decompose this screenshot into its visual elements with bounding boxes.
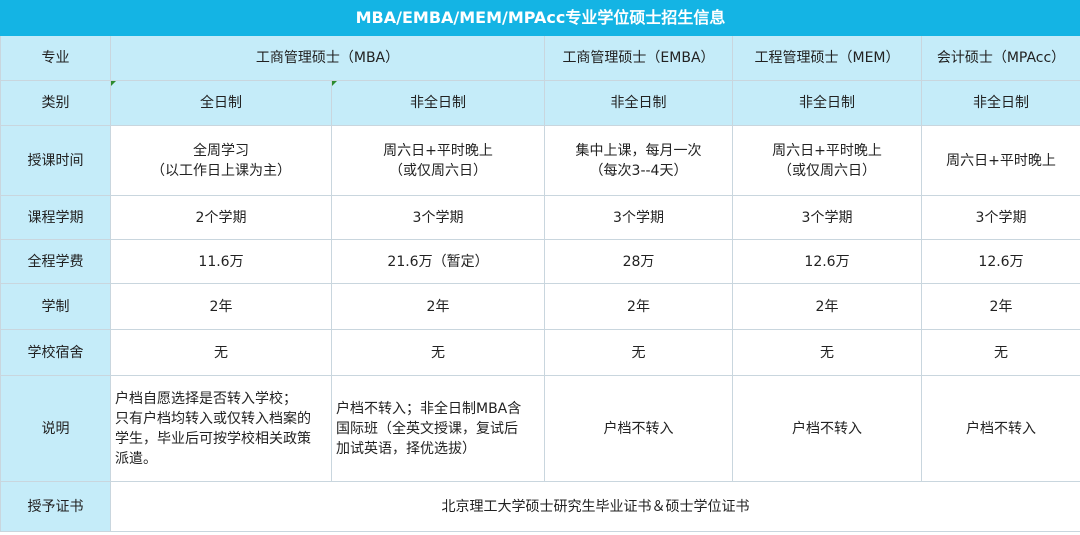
fee-cell: 28万 [544, 239, 733, 284]
schedule-cell: 全周学习 （以工作日上课为主） [110, 125, 332, 196]
notes-row: 说明 户档自愿选择是否转入学校； 只有户档均转入或仅转入档案的 学生，毕业后可按… [0, 375, 1080, 482]
notes-cell: 户档不转入；非全日制MBA含 国际班（全英文授课，复试后 加试英语，择优选拔） [331, 375, 545, 482]
cell-line: 户档不转入 [603, 420, 674, 437]
dorm-cell: 无 [544, 329, 733, 376]
cell-line: 集中上课，每月一次 [575, 142, 702, 159]
duration-cell: 2年 [732, 283, 922, 330]
table-title: MBA/EMBA/MEM/MPAcc专业学位硕士招生信息 [0, 0, 1080, 36]
terms-cell: 2个学期 [110, 195, 332, 240]
category-cell: 全日制 [110, 80, 332, 126]
category-row: 类别 全日制 非全日制 非全日制 非全日制 非全日制 [0, 80, 1080, 126]
schedule-row: 授课时间 全周学习 （以工作日上课为主） 周六日+平时晚上 （或仅周六日） 集中上课… [0, 125, 1080, 196]
duration-cell: 2年 [331, 283, 545, 330]
duration-cell: 2年 [544, 283, 733, 330]
cell-line: 国际班（全英文授课，复试后 [336, 420, 518, 437]
cell-line: 加试英语，择优选拔） [336, 440, 476, 457]
row-label: 说明 [0, 375, 111, 482]
header-mba: 工商管理硕士（MBA） [110, 35, 545, 81]
row-label: 课程学期 [0, 195, 111, 240]
header-row: 专业 工商管理硕士（MBA） 工商管理硕士（EMBA） 工程管理硕士（MEM） … [0, 35, 1080, 81]
cell-line: 派遣。 [115, 450, 157, 467]
cell-line: （或仅周六日） [389, 162, 487, 179]
cell-line: 周六日+平时晚上 [946, 152, 1056, 169]
schedule-cell: 周六日+平时晚上 （或仅周六日） [732, 125, 922, 196]
terms-cell: 3个学期 [920, 195, 1080, 240]
dorm-row: 学校宿舍 无 无 无 无 无 [0, 329, 1080, 376]
cell-line: 户档不转入 [966, 420, 1037, 437]
cell-line: 周六日+平时晚上 [772, 142, 882, 159]
dorm-cell: 无 [331, 329, 545, 376]
terms-cell: 3个学期 [331, 195, 545, 240]
cell-line: （或仅周六日） [778, 162, 876, 179]
row-label: 类别 [0, 80, 111, 126]
header-label: 专业 [0, 35, 111, 81]
schedule-cell: 周六日+平时晚上 [920, 125, 1080, 196]
fee-cell: 12.6万 [920, 239, 1080, 284]
notes-cell: 户档自愿选择是否转入学校； 只有户档均转入或仅转入档案的 学生，毕业后可按学校相… [110, 375, 332, 482]
row-label: 学校宿舍 [0, 329, 111, 376]
schedule-cell: 周六日+平时晚上 （或仅周六日） [331, 125, 545, 196]
dorm-cell: 无 [920, 329, 1080, 376]
category-cell: 非全日制 [920, 80, 1080, 126]
cell-line: 全周学习 [193, 142, 249, 159]
fee-row: 全程学费 11.6万 21.6万（暂定） 28万 12.6万 12.6万 [0, 239, 1080, 284]
fee-cell: 11.6万 [110, 239, 332, 284]
row-label: 学制 [0, 283, 111, 330]
cell-line: 只有户档均转入或仅转入档案的 [115, 410, 311, 427]
title-row: MBA/EMBA/MEM/MPAcc专业学位硕士招生信息 [0, 0, 1080, 36]
certificate-cell: 北京理工大学硕士研究生毕业证书＆硕士学位证书 [109, 481, 1080, 532]
cell-line: （以工作日上课为主） [151, 162, 291, 179]
cell-line: （每次3--4天） [589, 162, 688, 179]
category-cell: 非全日制 [331, 80, 545, 126]
dorm-cell: 无 [732, 329, 922, 376]
notes-cell: 户档不转入 [920, 375, 1080, 482]
fee-cell: 12.6万 [732, 239, 922, 284]
category-cell: 非全日制 [544, 80, 733, 126]
duration-row: 学制 2年 2年 2年 2年 2年 [0, 283, 1080, 330]
fee-cell: 21.6万（暂定） [331, 239, 545, 284]
header-emba: 工商管理硕士（EMBA） [544, 35, 733, 81]
row-label: 授予证书 [0, 481, 111, 532]
certificate-row: 授予证书 北京理工大学硕士研究生毕业证书＆硕士学位证书 [0, 481, 1080, 532]
header-mpacc: 会计硕士（MPAcc） [920, 35, 1080, 81]
category-cell: 非全日制 [732, 80, 922, 126]
notes-cell: 户档不转入 [544, 375, 733, 482]
duration-cell: 2年 [920, 283, 1080, 330]
terms-cell: 3个学期 [544, 195, 733, 240]
cell-line: 学生，毕业后可按学校相关政策 [115, 430, 311, 447]
dorm-cell: 无 [110, 329, 332, 376]
row-label: 授课时间 [0, 125, 111, 196]
terms-cell: 3个学期 [732, 195, 922, 240]
terms-row: 课程学期 2个学期 3个学期 3个学期 3个学期 3个学期 [0, 195, 1080, 240]
cell-line: 周六日+平时晚上 [383, 142, 493, 159]
duration-cell: 2年 [110, 283, 332, 330]
cell-line: 户档不转入；非全日制MBA含 [336, 400, 522, 417]
header-mem: 工程管理硕士（MEM） [732, 35, 922, 81]
cell-line: 户档自愿选择是否转入学校； [115, 390, 297, 407]
notes-cell: 户档不转入 [732, 375, 922, 482]
row-label: 全程学费 [0, 239, 111, 284]
cell-line: 户档不转入 [792, 420, 862, 437]
schedule-cell: 集中上课，每月一次 （每次3--4天） [544, 125, 733, 196]
